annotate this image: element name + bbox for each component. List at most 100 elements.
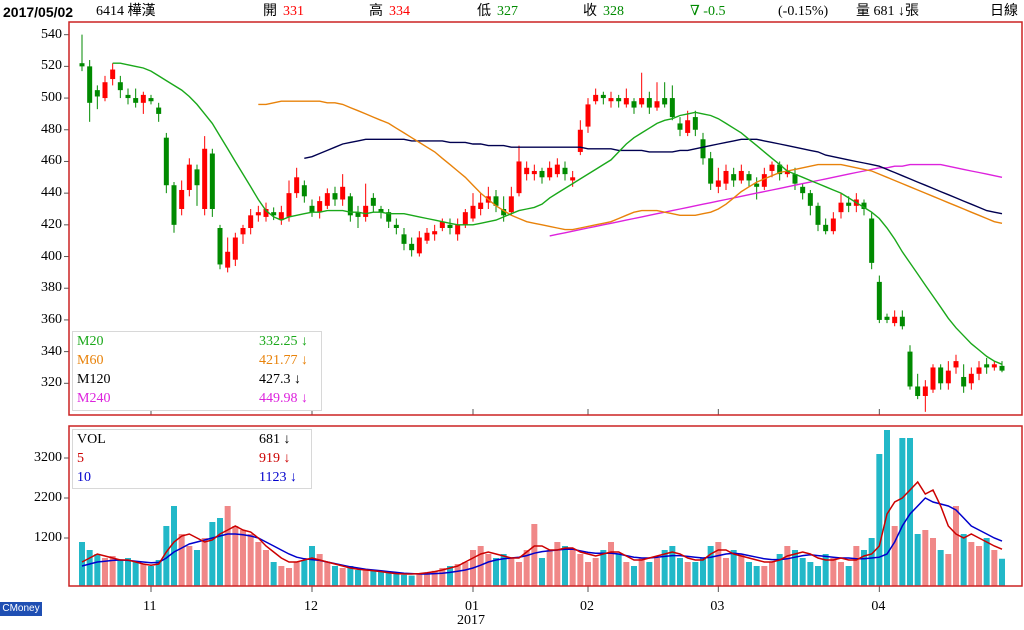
- candle-body: [899, 316, 905, 327]
- volume-bar: [953, 506, 959, 586]
- candle-body: [616, 98, 622, 102]
- volume-bar: [976, 546, 982, 586]
- candle-body: [861, 202, 867, 209]
- volume-bar: [309, 546, 315, 586]
- candle-body: [110, 69, 116, 80]
- candle-body: [777, 164, 783, 175]
- candle-body: [915, 386, 921, 396]
- volume-bar: [746, 562, 752, 586]
- month-label: 01: [465, 599, 479, 614]
- volume-bar: [370, 570, 377, 586]
- candle-body: [409, 243, 415, 251]
- candle-body: [846, 202, 852, 206]
- legend-vol10-name: 10: [77, 470, 91, 485]
- volume-bar: [600, 550, 607, 586]
- candle-body: [148, 98, 154, 102]
- volume-tick-label: 2200: [34, 490, 62, 505]
- volume-bar: [654, 558, 660, 586]
- candle-body: [516, 161, 522, 194]
- volume-bar: [140, 564, 147, 586]
- vol5-line: [81, 480, 1003, 575]
- volume-bar: [784, 546, 791, 586]
- candle-body: [125, 94, 131, 99]
- volume-bar: [608, 542, 614, 586]
- legend-vol-name: VOL: [77, 432, 106, 447]
- candle-body: [792, 174, 798, 184]
- candle-body: [156, 107, 162, 114]
- header-volume: 量 681 ↓張: [856, 4, 919, 19]
- legend-ma120-value: 427.3 ↓: [259, 372, 301, 387]
- volume-bar: [776, 554, 783, 586]
- candle-body: [470, 205, 476, 219]
- volume-bar: [792, 550, 798, 586]
- volume-bar: [922, 530, 929, 586]
- price-tick-label: 540: [41, 26, 62, 42]
- volume-bar: [799, 558, 806, 586]
- volume-bar: [401, 574, 407, 586]
- candle-body: [355, 212, 361, 217]
- candle-body: [171, 185, 177, 225]
- candle-body: [347, 196, 353, 216]
- legend-vol5-name: 5: [77, 451, 84, 466]
- volume-bar: [769, 562, 775, 586]
- candle-body: [570, 177, 576, 181]
- legend-ma20-value: 332.25 ↓: [259, 334, 308, 349]
- volume-bar: [700, 558, 706, 586]
- candle-body: [662, 98, 668, 105]
- volume-bar: [891, 526, 898, 586]
- volume-bar: [546, 550, 553, 586]
- volume-bar: [692, 562, 699, 586]
- candle-body: [163, 137, 169, 186]
- volume-bar: [661, 550, 668, 586]
- price-tick-label: 320: [41, 375, 62, 391]
- candle-body: [639, 98, 645, 105]
- candle-body: [240, 228, 246, 235]
- volume-bar: [738, 554, 745, 586]
- volume-bar: [385, 572, 392, 586]
- volume-bar: [677, 558, 683, 586]
- price-tick-label: 360: [41, 311, 62, 327]
- volume-bar: [815, 566, 821, 586]
- volume-bar: [562, 546, 568, 586]
- candle-body: [968, 373, 974, 384]
- price-tick-label: 380: [41, 280, 62, 296]
- header-low-label: 低: [477, 4, 491, 19]
- volume-bar: [493, 558, 499, 586]
- candle-body: [286, 193, 292, 217]
- legend-vol10-value: 1123 ↓: [259, 470, 297, 485]
- candle-body: [646, 98, 652, 108]
- volume-bar: [845, 566, 852, 586]
- header-close-value: 328: [603, 4, 624, 19]
- volume-bar: [485, 554, 492, 586]
- volume-legend: VOL 681 ↓ 5 919 ↓ 10 1123 ↓: [72, 429, 312, 489]
- candle-body: [294, 177, 300, 194]
- volume-bar: [347, 566, 354, 586]
- ma240-line: [549, 163, 1003, 237]
- volume-bar: [378, 571, 384, 586]
- volume-bar: [684, 562, 691, 586]
- volume-bar: [86, 550, 93, 586]
- header-change-pct: (-0.15%): [778, 4, 829, 19]
- candle-body: [225, 251, 231, 268]
- volume-bar: [293, 562, 300, 586]
- candle-body: [769, 164, 775, 171]
- volume-bar: [439, 568, 446, 586]
- brand-logo: CMoney: [0, 602, 42, 616]
- candle-body: [217, 228, 223, 265]
- volume-bar: [171, 506, 177, 586]
- candle-body: [478, 202, 484, 209]
- volume-bar: [638, 558, 645, 586]
- month-label: 02: [580, 599, 594, 614]
- volume-bar: [224, 506, 231, 586]
- volume-bar: [968, 542, 975, 586]
- volume-bar: [217, 518, 223, 586]
- candle-body: [424, 232, 430, 241]
- header-date: 2017/05/02: [3, 4, 74, 20]
- candle-body: [324, 193, 330, 206]
- volume-bar: [516, 562, 522, 586]
- volume-bar: [868, 538, 875, 586]
- volume-bar: [983, 538, 990, 586]
- volume-tick-label: 1200: [34, 530, 62, 545]
- volume-bar: [577, 554, 584, 586]
- header-low-value: 327: [497, 4, 518, 19]
